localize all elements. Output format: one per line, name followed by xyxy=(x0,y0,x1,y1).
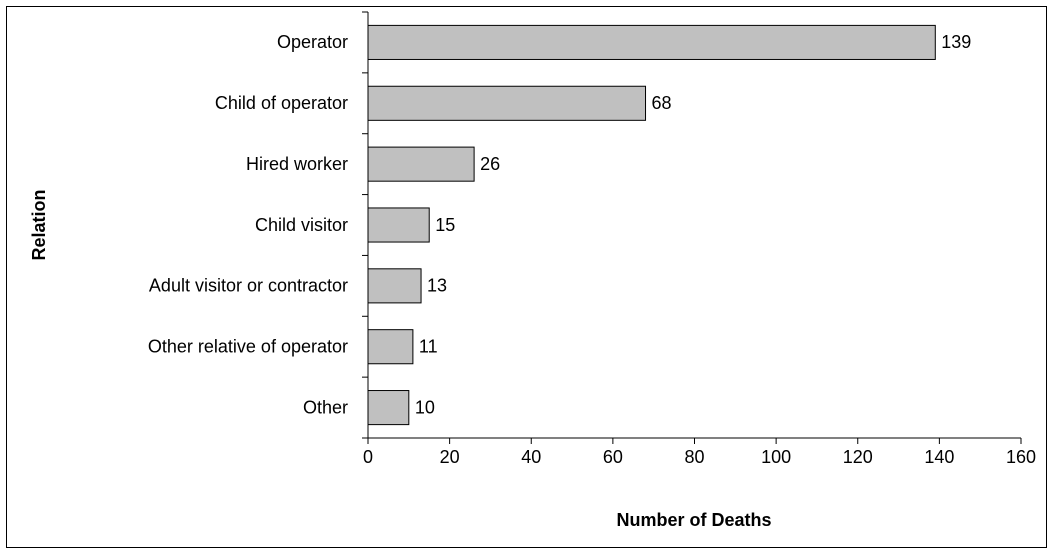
value-label: 11 xyxy=(419,336,438,356)
x-tick-label: 140 xyxy=(924,447,954,467)
x-tick-label: 100 xyxy=(761,447,791,467)
category-label: Adult visitor or contractor xyxy=(149,276,348,296)
x-tick-label: 60 xyxy=(603,447,623,467)
y-axis-label: Relation xyxy=(29,189,49,260)
value-label: 68 xyxy=(652,93,672,113)
category-label: Hired worker xyxy=(246,154,348,174)
value-label: 13 xyxy=(427,276,447,296)
category-label: Child visitor xyxy=(255,215,348,235)
bar xyxy=(367,146,475,182)
bar xyxy=(367,24,936,60)
category-label: Other relative of operator xyxy=(148,336,348,356)
category-label: Operator xyxy=(277,32,348,52)
bar xyxy=(367,329,414,365)
category-label: Other xyxy=(303,397,348,417)
x-tick-label: 160 xyxy=(1006,447,1036,467)
x-axis-label: Number of Deaths xyxy=(616,510,771,530)
x-tick-label: 40 xyxy=(521,447,541,467)
value-label: 26 xyxy=(480,154,500,174)
category-label: Child of operator xyxy=(215,93,348,113)
x-tick-label: 0 xyxy=(363,447,373,467)
value-label: 139 xyxy=(941,32,971,52)
x-tick-label: 80 xyxy=(684,447,704,467)
bar xyxy=(367,390,410,426)
bar xyxy=(367,268,422,304)
x-tick-label: 20 xyxy=(440,447,460,467)
value-label: 15 xyxy=(435,215,455,235)
bar xyxy=(367,207,430,243)
x-tick-label: 120 xyxy=(843,447,873,467)
value-label: 10 xyxy=(415,397,435,417)
bar xyxy=(367,85,647,121)
